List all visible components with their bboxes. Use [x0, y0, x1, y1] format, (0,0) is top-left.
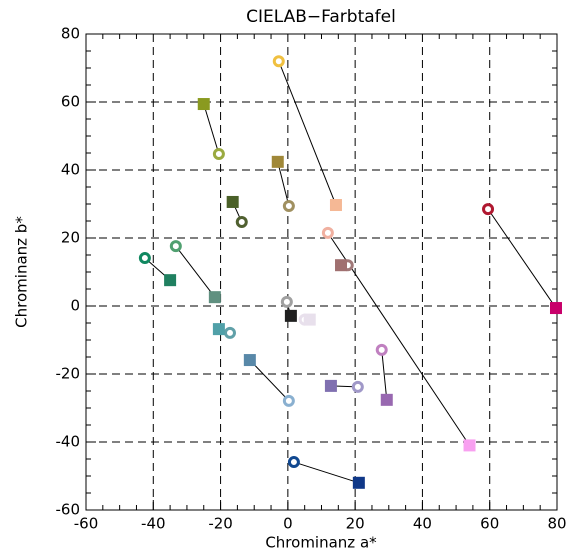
x-tick-label: 60 [480, 515, 499, 533]
square-marker [324, 379, 337, 392]
circle-marker [287, 456, 300, 469]
square-marker [284, 309, 297, 322]
y-tick-label: 40 [61, 161, 80, 179]
circle-marker [282, 200, 295, 213]
y-tick-label: 0 [70, 297, 80, 315]
connector [278, 61, 337, 206]
circle-marker [321, 226, 334, 239]
circle-marker [282, 394, 295, 407]
y-tick-label: -60 [56, 501, 81, 519]
square-marker [208, 291, 221, 304]
connector [487, 208, 557, 309]
circle-marker [351, 380, 364, 393]
circle-marker [375, 343, 388, 356]
square-marker [197, 98, 210, 111]
x-tick-label: -40 [141, 515, 166, 533]
x-tick-label: 40 [413, 515, 432, 533]
x-tick-label: -20 [208, 515, 233, 533]
circle-marker [280, 295, 293, 308]
circle-marker [169, 240, 182, 253]
square-marker [303, 313, 316, 326]
square-marker [352, 476, 365, 489]
circle-marker [272, 55, 285, 68]
square-marker [335, 259, 348, 272]
circle-marker [482, 203, 495, 216]
connector [249, 359, 290, 402]
square-marker [243, 354, 256, 367]
x-tick-label: 0 [283, 515, 293, 533]
circle-marker [212, 148, 225, 161]
square-marker [329, 199, 342, 212]
connector [203, 103, 220, 155]
square-marker [380, 393, 393, 406]
y-axis-label: Chrominanz b* [13, 216, 31, 328]
square-marker [164, 274, 177, 287]
square-marker [271, 155, 284, 168]
circle-marker [235, 216, 248, 229]
y-tick-label: 60 [61, 93, 80, 111]
plot-frame [85, 33, 558, 511]
square-marker [212, 323, 225, 336]
y-tick-label: 20 [61, 229, 80, 247]
connector [175, 245, 216, 298]
square-marker [226, 195, 239, 208]
connector [277, 161, 290, 207]
square-marker [463, 439, 476, 452]
square-marker [549, 302, 562, 315]
x-axis-label: Chrominanz a* [265, 534, 377, 552]
connector [293, 461, 359, 484]
y-tick-label: -20 [56, 365, 81, 383]
circle-marker [223, 326, 236, 339]
x-tick-label: -60 [74, 515, 99, 533]
circle-marker [138, 252, 151, 265]
connector [381, 349, 388, 400]
chart-title: CIELAB−Farbtafel [246, 7, 396, 27]
y-tick-label: 80 [61, 25, 80, 43]
y-tick-label: -40 [56, 433, 81, 451]
x-tick-label: 20 [346, 515, 365, 533]
x-tick-label: 80 [547, 515, 566, 533]
